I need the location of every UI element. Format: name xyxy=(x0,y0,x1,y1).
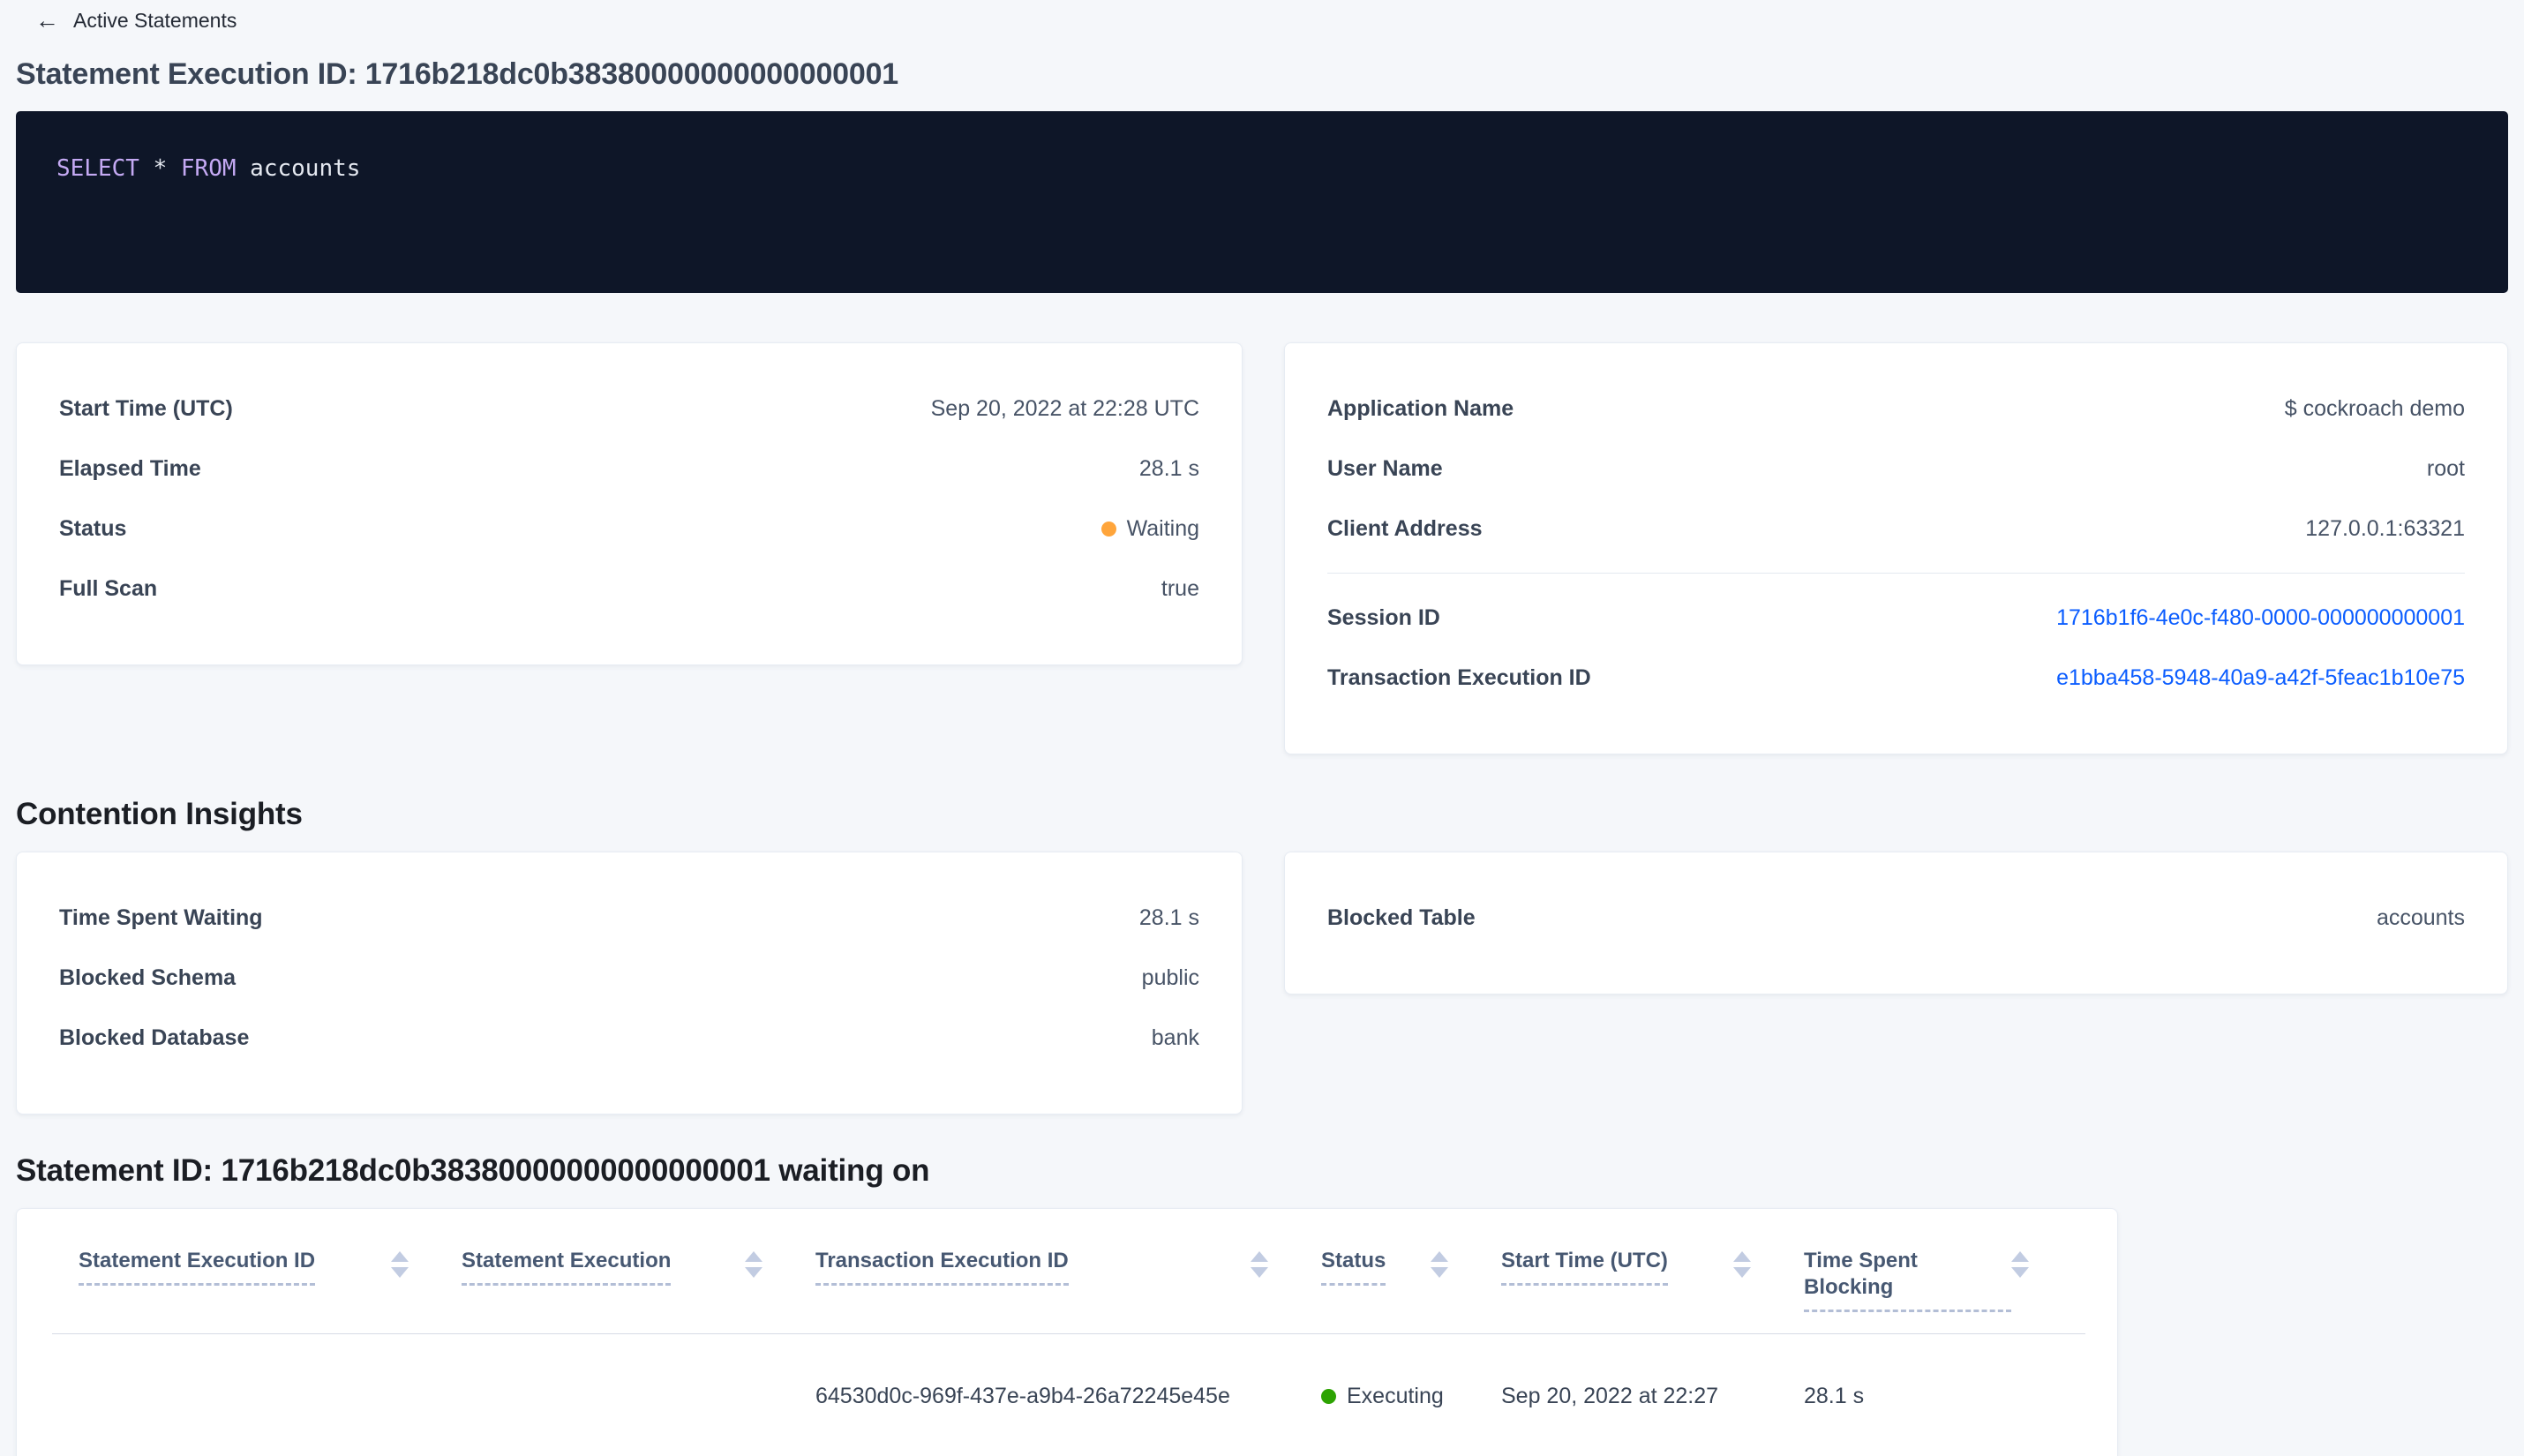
kv-value: public xyxy=(1141,964,1199,990)
sort-icon[interactable] xyxy=(1251,1251,1268,1278)
kv-value: true xyxy=(1161,575,1199,601)
transaction-execution-id-link[interactable]: e1bba458-5948-40a9-a42f-5feac1b10e75 xyxy=(2056,664,2465,690)
sort-asc-icon xyxy=(2011,1251,2029,1262)
column-header-label[interactable]: Start Time (UTC) xyxy=(1501,1248,1668,1286)
kv-row-blocked-database: Blocked Database bank xyxy=(59,1008,1199,1068)
sort-icon[interactable] xyxy=(391,1251,409,1278)
sort-desc-icon xyxy=(391,1267,409,1278)
sort-asc-icon xyxy=(1733,1251,1751,1262)
sort-icon[interactable] xyxy=(1431,1251,1448,1278)
table-header-divider xyxy=(52,1333,2085,1334)
column-header-label[interactable]: Statement Execution ID xyxy=(79,1248,316,1286)
table-header-row: Statement Execution ID Statement Executi… xyxy=(17,1248,2117,1312)
kv-label: Time Spent Waiting xyxy=(59,904,263,930)
kv-label: Elapsed Time xyxy=(59,455,201,481)
kv-row-blocked-table: Blocked Table accounts xyxy=(1327,888,2465,948)
kv-value: bank xyxy=(1151,1024,1199,1050)
kv-value: 28.1 s xyxy=(1138,904,1199,930)
column-header-status[interactable]: Status xyxy=(1321,1248,1501,1312)
sort-asc-icon xyxy=(745,1251,762,1262)
back-link[interactable]: ← Active Statements xyxy=(35,9,237,33)
contention-insights-heading: Contention Insights xyxy=(16,797,303,831)
kv-label: Transaction Execution ID xyxy=(1327,664,1591,690)
kv-row-blocked-schema: Blocked Schema public xyxy=(59,948,1199,1008)
status-executing-dot-icon xyxy=(1321,1388,1336,1404)
sort-desc-icon xyxy=(1733,1267,1751,1278)
column-header-label[interactable]: Statement Execution xyxy=(462,1248,672,1286)
waiting-on-table: Statement Execution ID Statement Executi… xyxy=(16,1208,2118,1456)
sort-desc-icon xyxy=(1431,1267,1448,1278)
sort-icon[interactable] xyxy=(2011,1251,2029,1278)
kv-row-transaction-execution-id: Transaction Execution ID e1bba458-5948-4… xyxy=(1327,648,2465,708)
kv-row-full-scan: Full Scan true xyxy=(59,559,1199,619)
blocked-table-card: Blocked Table accounts xyxy=(1284,852,2508,994)
kv-label: Client Address xyxy=(1327,515,1483,541)
contention-details-card: Time Spent Waiting 28.1 s Blocked Schema… xyxy=(16,852,1243,1115)
sort-icon[interactable] xyxy=(1733,1251,1751,1278)
kv-row-user-name: User Name root xyxy=(1327,439,2465,499)
kv-row-start-time: Start Time (UTC) Sep 20, 2022 at 22:28 U… xyxy=(59,379,1199,439)
column-header-transaction-execution-id[interactable]: Transaction Execution ID xyxy=(815,1248,1321,1312)
kv-value: 127.0.0.1:63321 xyxy=(2305,515,2465,541)
table-row: 64530d0c-969f-437e-a9b4-26a72245e45e Exe… xyxy=(17,1334,2117,1456)
sort-desc-icon xyxy=(745,1267,762,1278)
kv-label: Start Time (UTC) xyxy=(59,395,233,421)
kv-label: Blocked Schema xyxy=(59,964,237,990)
kv-label: User Name xyxy=(1327,455,1443,481)
card-divider xyxy=(1327,573,2465,574)
cell-transaction-execution-id: 64530d0c-969f-437e-a9b4-26a72245e45e xyxy=(815,1383,1230,1408)
kv-value: Sep 20, 2022 at 22:28 UTC xyxy=(930,395,1199,421)
sql-statement-box: SELECT * FROM accounts xyxy=(16,111,2508,293)
back-link-label: Active Statements xyxy=(73,9,237,32)
kv-label: Blocked Table xyxy=(1327,904,1476,930)
sql-statement: SELECT * FROM accounts xyxy=(56,155,360,182)
sql-table-name: accounts xyxy=(250,155,361,182)
sort-desc-icon xyxy=(1251,1267,1268,1278)
sql-keyword-from: FROM xyxy=(180,155,237,182)
kv-row-elapsed-time: Elapsed Time 28.1 s xyxy=(59,439,1199,499)
kv-label: Session ID xyxy=(1327,604,1440,630)
sort-icon[interactable] xyxy=(745,1251,762,1278)
sql-star: * xyxy=(153,155,168,182)
column-header-statement-execution-id[interactable]: Statement Execution ID xyxy=(79,1248,462,1312)
kv-row-time-spent-waiting: Time Spent Waiting 28.1 s xyxy=(59,888,1199,948)
column-header-time-spent-blocking[interactable]: Time Spent Blocking xyxy=(1804,1248,2082,1312)
cell-start-time: Sep 20, 2022 at 22:27 xyxy=(1501,1383,1719,1408)
cell-time-spent-blocking: 28.1 s xyxy=(1804,1383,1865,1408)
sort-asc-icon xyxy=(1431,1251,1448,1262)
execution-details-card: Start Time (UTC) Sep 20, 2022 at 22:28 U… xyxy=(16,342,1243,665)
column-header-label[interactable]: Status xyxy=(1321,1248,1386,1286)
kv-row-session-id: Session ID 1716b1f6-4e0c-f480-0000-00000… xyxy=(1327,588,2465,648)
kv-value: $ cockroach demo xyxy=(2284,395,2465,421)
sql-keyword-select: SELECT xyxy=(56,155,139,182)
kv-value: 28.1 s xyxy=(1138,455,1199,481)
cell-status: Executing xyxy=(1321,1384,1501,1409)
kv-row-status: Status Waiting xyxy=(59,499,1199,559)
waiting-on-heading: Statement ID: 1716b218dc0b38380000000000… xyxy=(16,1153,930,1188)
sort-asc-icon xyxy=(391,1251,409,1262)
sort-asc-icon xyxy=(1251,1251,1268,1262)
column-header-start-time[interactable]: Start Time (UTC) xyxy=(1501,1248,1804,1312)
kv-row-application-name: Application Name $ cockroach demo xyxy=(1327,379,2465,439)
sort-desc-icon xyxy=(2011,1267,2029,1278)
kv-label: Blocked Database xyxy=(59,1024,250,1050)
status-text: Waiting xyxy=(1126,515,1199,541)
kv-row-client-address: Client Address 127.0.0.1:63321 xyxy=(1327,499,2465,559)
kv-label: Status xyxy=(59,515,127,541)
status-value: Waiting xyxy=(1100,515,1199,542)
page-title: Statement Execution ID: 1716b218dc0b3838… xyxy=(16,57,898,91)
status-waiting-dot-icon xyxy=(1100,521,1116,537)
column-header-label[interactable]: Transaction Execution ID xyxy=(815,1248,1069,1286)
session-id-link[interactable]: 1716b1f6-4e0c-f480-0000-000000000001 xyxy=(2056,604,2465,630)
back-arrow-icon: ← xyxy=(35,7,59,34)
kv-label: Application Name xyxy=(1327,395,1514,421)
kv-label: Full Scan xyxy=(59,575,158,601)
column-header-label[interactable]: Time Spent Blocking xyxy=(1804,1248,2011,1312)
kv-value: accounts xyxy=(2376,904,2465,930)
kv-value: root xyxy=(2426,455,2465,481)
session-details-card: Application Name $ cockroach demo User N… xyxy=(1284,342,2508,754)
column-header-statement-execution[interactable]: Statement Execution xyxy=(462,1248,815,1312)
status-text: Executing xyxy=(1347,1383,1444,1408)
